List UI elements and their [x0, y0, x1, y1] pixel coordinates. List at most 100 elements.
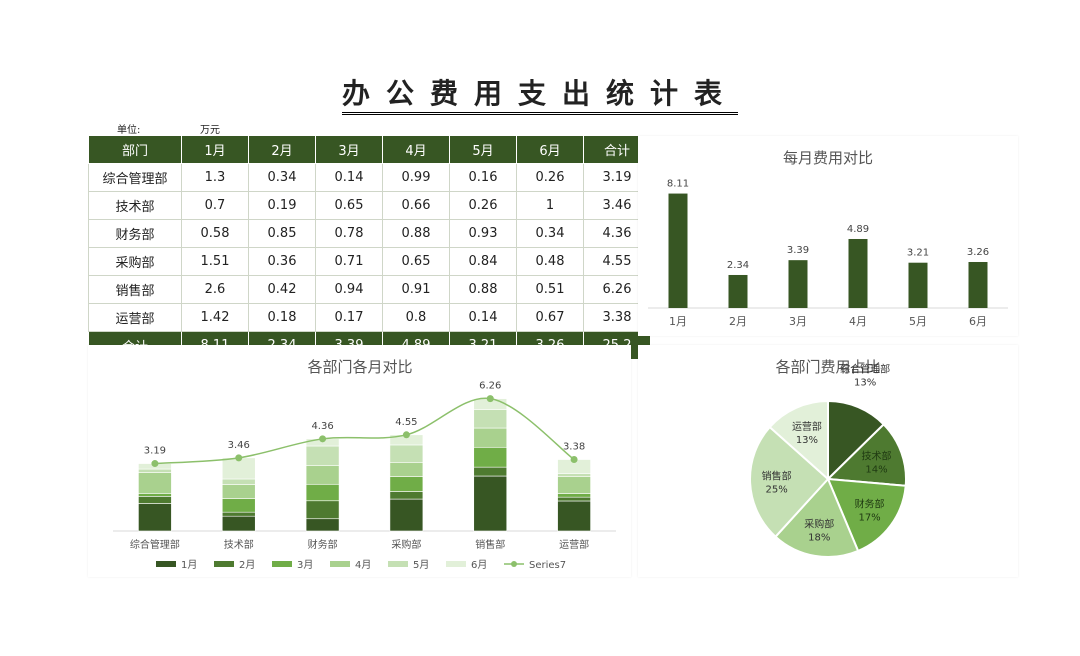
table-cell: 0.65 [315, 191, 383, 220]
x-tick-label: 4月 [849, 315, 867, 328]
bar [848, 238, 868, 308]
table-header-row: 部门 1月 2月 3月 4月 5月 6月 合计 [88, 135, 651, 164]
pie-label: 采购部 [804, 518, 834, 531]
x-tick-label: 采购部 [391, 538, 421, 551]
chart-title: 每月费用对比 [783, 149, 873, 167]
table-row: 综合管理部 1.3 0.34 0.14 0.99 0.16 0.26 3.19 [88, 163, 651, 192]
data-label: 8.11 [667, 179, 689, 190]
stack-segment [557, 500, 591, 532]
pie-percent: 14% [865, 465, 887, 476]
row-label: 技术部 [88, 191, 182, 220]
page-title: 办公费用支出统计表 [0, 72, 1080, 115]
table-header: 1月 [181, 135, 249, 164]
legend-swatch [272, 561, 292, 567]
table-row: 采购部 1.51 0.36 0.71 0.65 0.84 0.48 4.55 [88, 247, 651, 276]
legend-label: 1月 [181, 559, 197, 571]
x-tick-label: 综合管理部 [130, 538, 180, 551]
stack-segment [389, 498, 424, 532]
series7-point [235, 454, 243, 462]
stack-segment [221, 511, 256, 517]
x-tick-label: 销售部 [475, 538, 505, 551]
x-tick-label: 5月 [909, 315, 927, 328]
table-cell: 0.8 [382, 303, 450, 332]
stack-segment [138, 493, 172, 497]
stack-segment [557, 496, 591, 502]
data-label: 6.26 [479, 381, 501, 392]
series7-point [151, 460, 159, 468]
data-label: 4.89 [847, 224, 869, 235]
series7-point [486, 395, 494, 403]
x-tick-label: 6月 [969, 315, 987, 328]
unit-value: 万元 [200, 125, 220, 136]
chart-title: 各部门费用占比 [775, 358, 880, 376]
table-cell: 0.84 [449, 247, 517, 276]
row-label: 采购部 [88, 247, 182, 276]
table-cell: 0.14 [449, 303, 517, 332]
pie-label: 财务部 [855, 497, 885, 510]
pie-percent: 25% [765, 485, 787, 496]
legend-label: 4月 [355, 559, 371, 571]
table-cell: 0.99 [382, 163, 450, 192]
table-cell: 0.17 [315, 303, 383, 332]
table-cell: 0.88 [449, 275, 517, 304]
monthly-bar-chart-panel: 每月费用对比 8.11 1月 2.34 2月 3.39 3月 4.89 4月 3.21 5月 3.2… [638, 136, 1018, 336]
stack-segment [305, 518, 340, 532]
series7-point [570, 456, 578, 464]
legend-swatch [446, 561, 466, 567]
table-cell: 0.26 [449, 191, 517, 220]
table-cell: 0.94 [315, 275, 383, 304]
stack-segment [221, 498, 256, 513]
table-header: 4月 [382, 135, 450, 164]
stack-segment [305, 500, 340, 520]
stack-segment [305, 465, 340, 485]
x-tick-label: 财务部 [308, 538, 338, 551]
stack-segment [389, 491, 424, 500]
stack-segment [305, 483, 340, 502]
table-cell: 0.36 [248, 247, 316, 276]
stack-segment [473, 409, 508, 429]
stack-segment [389, 444, 424, 464]
stack-segment [557, 493, 591, 498]
stack-segment [389, 462, 424, 477]
dept-pie-chart: 各部门费用占比 综合管理部 13% 技术部 14% 财务部 17% 采购部 18% 销售部 25%… [749, 358, 907, 558]
pie-percent: 18% [808, 533, 830, 544]
table-cell: 0.91 [382, 275, 450, 304]
stack-segment [138, 472, 172, 494]
table-cell: 0.34 [248, 163, 316, 192]
table-cell: 0.26 [516, 163, 584, 192]
row-label: 销售部 [88, 275, 182, 304]
table-cell: 1.42 [181, 303, 249, 332]
legend-swatch [330, 561, 350, 567]
table-cell: 0.19 [248, 191, 316, 220]
stack-segment [305, 445, 340, 466]
pie-label: 销售部 [762, 470, 792, 483]
table-cell: 0.66 [382, 191, 450, 220]
legend-label: 3月 [297, 559, 313, 571]
stack-segment [138, 496, 172, 504]
pie-label: 综合管理部 [840, 362, 890, 375]
legend-label: 6月 [471, 559, 487, 571]
chart-title: 各部门各月对比 [307, 358, 412, 376]
series7-line [154, 397, 575, 465]
pie-slice [749, 425, 830, 539]
stack-segment [221, 478, 256, 485]
table-row: 财务部 0.58 0.85 0.78 0.88 0.93 0.34 4.36 [88, 219, 651, 248]
bar [728, 274, 748, 308]
stack-segment [473, 427, 508, 448]
x-tick-label: 运营部 [559, 538, 589, 551]
table-cell: 0.85 [248, 219, 316, 248]
table-cell: 0.67 [516, 303, 584, 332]
series7-point [319, 435, 327, 443]
row-label: 运营部 [88, 303, 182, 332]
table-cell: 0.18 [248, 303, 316, 332]
table-header: 3月 [315, 135, 383, 164]
table-cell: 0.51 [516, 275, 584, 304]
dept-stacked-chart-panel: 各部门各月对比 综合管理部 技术部 财务部 采购部 销售部 运营部 3.19 3.46 4.36… [88, 345, 631, 577]
table-cell: 0.34 [516, 219, 584, 248]
bar [668, 193, 688, 308]
pie-label: 运营部 [792, 420, 822, 433]
pie-slice [826, 477, 907, 553]
legend-label: 2月 [239, 559, 255, 571]
stack-segment [473, 475, 508, 532]
table-cell: 0.93 [449, 219, 517, 248]
